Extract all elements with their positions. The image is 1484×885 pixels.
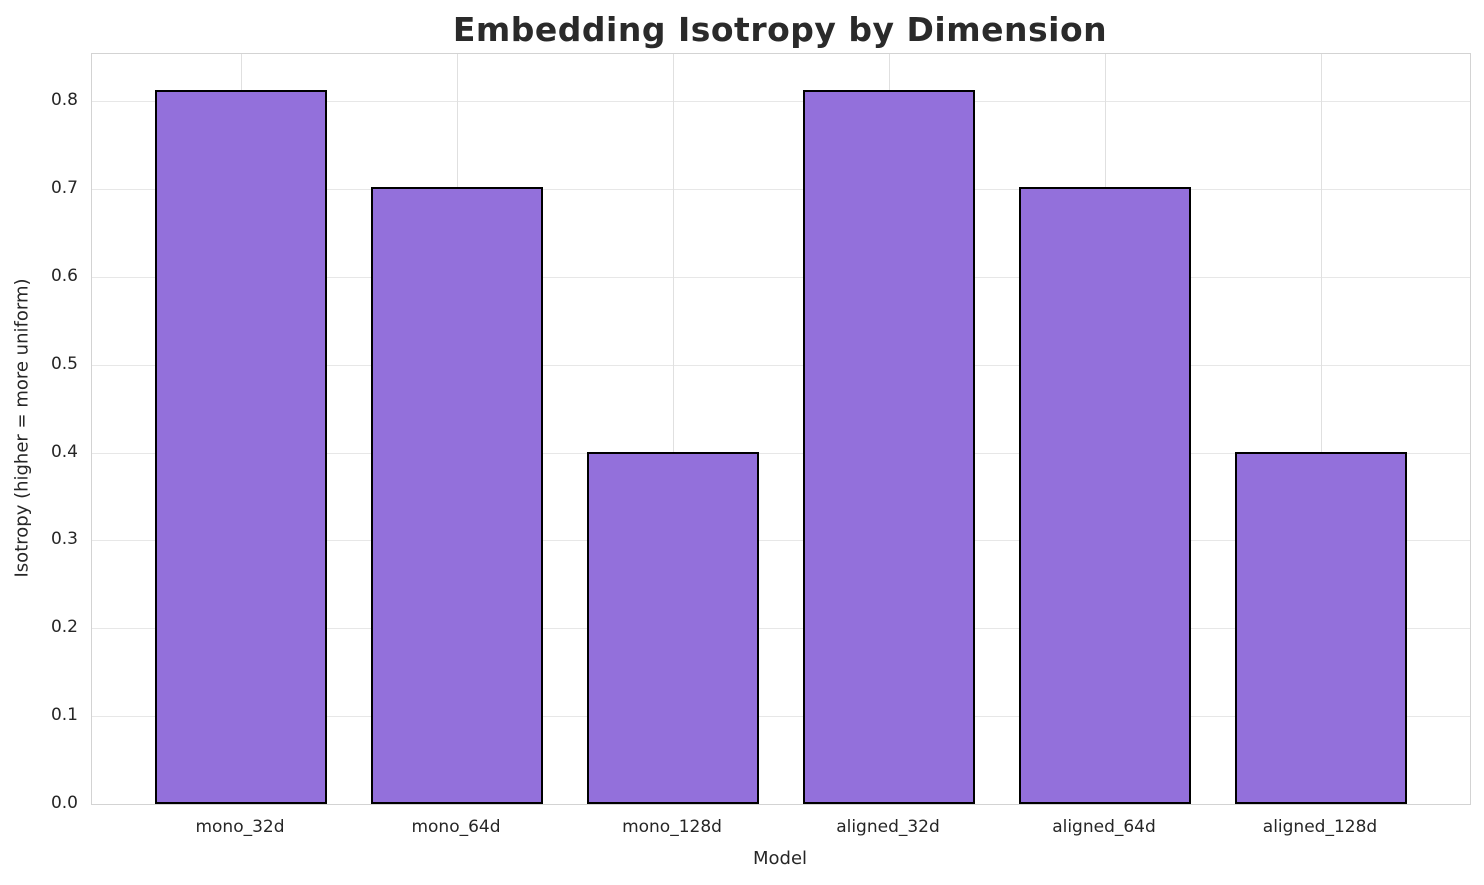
x-tick-label-aligned_64d: aligned_64d [1052,817,1156,837]
x-tick-label-mono_128d: mono_128d [622,817,722,837]
x-tick-label-mono_64d: mono_64d [411,817,501,837]
x-tick-label-mono_32d: mono_32d [195,817,285,837]
v-gridline [673,54,674,804]
h-gridline [92,364,1470,366]
y-tick-label: 0.8 [50,90,78,111]
y-tick-label: 0.7 [50,178,78,198]
x-axis-label: Model [752,848,808,869]
h-gridline [92,276,1470,278]
h-gridline [92,189,1470,190]
h-gridline [92,452,1470,454]
y-tick-label: 0.5 [50,353,78,374]
y-tick-label: 0.2 [50,617,78,638]
bar-aligned_64d [1018,187,1192,804]
plot-area [91,53,1471,805]
y-axis-label: Isotropy (higher = more uniform) [11,278,33,578]
h-gridline [92,716,1470,718]
y-tick-label: 0.6 [50,265,78,286]
x-tick-label-aligned_32d: aligned_32d [836,817,940,837]
chart-title: Embedding Isotropy by Dimension [452,10,1108,49]
h-gridline [92,101,1470,103]
bar-aligned_128d [1234,451,1408,804]
x-tick-label-aligned_128d: aligned_128d [1262,817,1378,837]
bar-aligned_32d [802,89,976,804]
y-tick-label: 0.0 [50,793,78,813]
bar-mono_64d [370,187,544,804]
y-tick-label: 0.1 [50,705,78,726]
v-gridline [1321,54,1322,804]
y-tick-label: 0.3 [50,529,78,550]
bar-mono_128d [586,451,760,804]
bar-mono_32d [154,89,328,804]
y-tick-label: 0.4 [50,441,78,462]
h-gridline [92,540,1470,542]
h-gridline [92,628,1470,630]
